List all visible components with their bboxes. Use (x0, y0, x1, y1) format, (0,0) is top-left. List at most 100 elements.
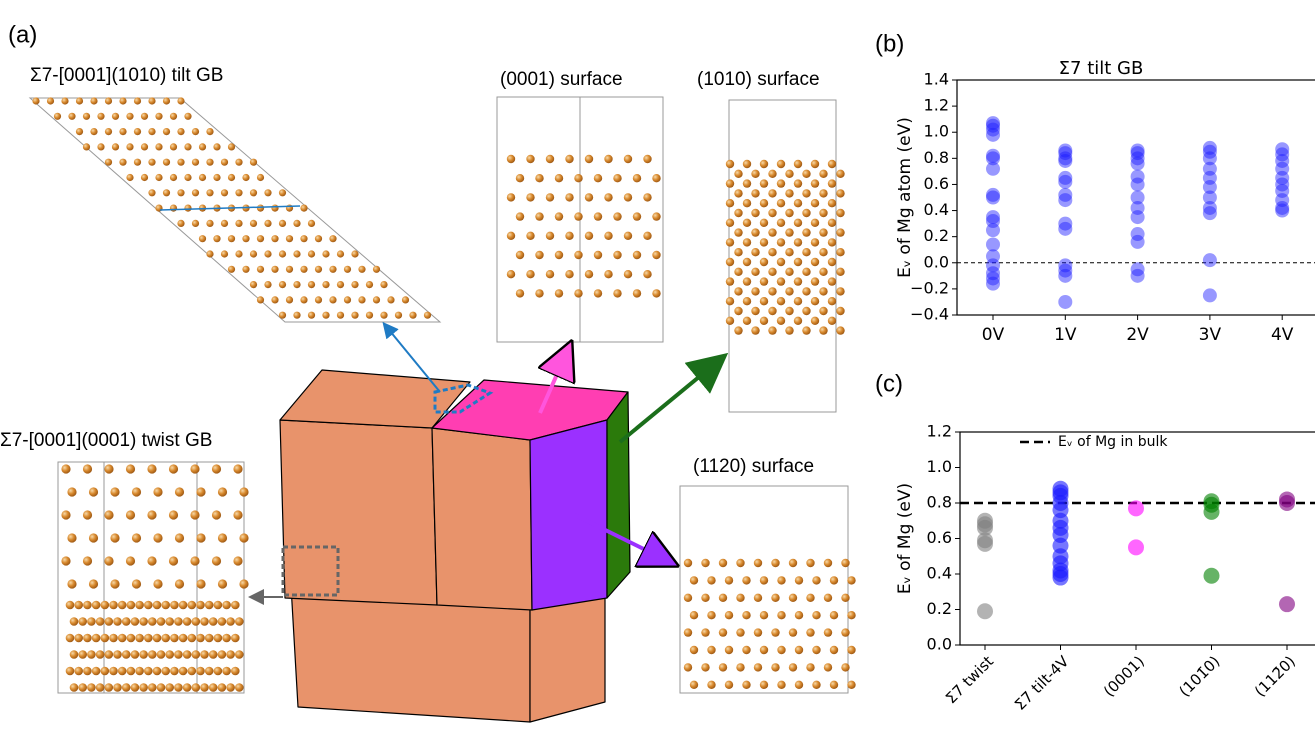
atom (179, 667, 188, 676)
atom (139, 650, 148, 659)
atom (144, 634, 153, 643)
atom (118, 601, 127, 610)
arrow (620, 358, 722, 442)
atom (402, 296, 409, 303)
atom (104, 510, 113, 519)
atom (424, 312, 431, 319)
atom (132, 533, 141, 542)
atom (633, 251, 641, 259)
atom (153, 601, 162, 610)
atom (90, 97, 97, 104)
atom (768, 287, 776, 295)
atom (742, 611, 750, 619)
atom (148, 97, 155, 104)
atom (726, 297, 734, 305)
atom (300, 205, 307, 212)
atom (279, 189, 286, 196)
atom (811, 297, 819, 305)
atom (109, 634, 118, 643)
atom (734, 248, 742, 256)
atom (819, 307, 827, 315)
atom (828, 199, 836, 207)
point (1275, 204, 1289, 218)
atom (177, 97, 184, 104)
point (1131, 235, 1145, 249)
y-tick-label: 0.8 (924, 148, 949, 167)
atom (127, 601, 136, 610)
atom (206, 220, 213, 227)
atom (32, 97, 39, 104)
atom (789, 628, 797, 636)
atom (119, 159, 126, 166)
atom (395, 312, 402, 319)
atom (811, 179, 819, 187)
atom (585, 193, 593, 201)
atom (122, 650, 131, 659)
y-tick-label: 0.0 (924, 252, 949, 271)
atom (684, 559, 692, 567)
atom (652, 174, 660, 182)
atom (157, 683, 166, 692)
atom (83, 634, 92, 643)
atom (643, 270, 651, 278)
atom (526, 232, 534, 240)
atom (742, 646, 750, 654)
atom (795, 576, 803, 584)
atom (526, 270, 534, 278)
atom (89, 579, 98, 588)
atom (785, 209, 793, 217)
atom (97, 113, 104, 120)
atom (771, 594, 779, 602)
atom (613, 289, 621, 297)
atom (707, 576, 715, 584)
atom (192, 220, 199, 227)
atom (555, 174, 563, 182)
y-tick-label: 1.4 (924, 70, 949, 89)
y-tick-label: 1.2 (927, 422, 952, 441)
atom (613, 212, 621, 220)
atom (380, 281, 387, 288)
point (986, 277, 1000, 291)
atom (127, 667, 136, 676)
atom (66, 601, 75, 610)
atom (751, 307, 759, 315)
atom (212, 556, 221, 565)
atom (76, 97, 83, 104)
atom (92, 634, 101, 643)
atom (206, 159, 213, 166)
atom (701, 663, 709, 671)
atom (170, 174, 177, 181)
atom (78, 683, 87, 692)
atom (841, 663, 849, 671)
atom (751, 287, 759, 295)
point (1058, 193, 1072, 207)
atom (134, 159, 141, 166)
atom (206, 128, 213, 135)
chart-title: Σ7 tilt GB (1059, 58, 1144, 79)
atom (110, 487, 119, 496)
atom (594, 289, 602, 297)
atom (147, 510, 156, 519)
atom (526, 155, 534, 163)
atom (104, 464, 113, 473)
atom (777, 317, 785, 325)
atom (70, 650, 79, 659)
atom (736, 628, 744, 636)
atom (337, 281, 344, 288)
atom (742, 681, 750, 689)
atom (736, 663, 744, 671)
atom (83, 113, 90, 120)
atom (836, 170, 844, 178)
atom (768, 326, 776, 334)
panel-label: (a) (8, 21, 37, 48)
atom (92, 667, 101, 676)
atom (113, 617, 122, 626)
atom (139, 617, 148, 626)
atom (155, 143, 162, 150)
atom (199, 143, 206, 150)
atom (47, 97, 54, 104)
atom (701, 559, 709, 567)
atom (366, 312, 373, 319)
atom (54, 113, 61, 120)
atom (546, 155, 554, 163)
